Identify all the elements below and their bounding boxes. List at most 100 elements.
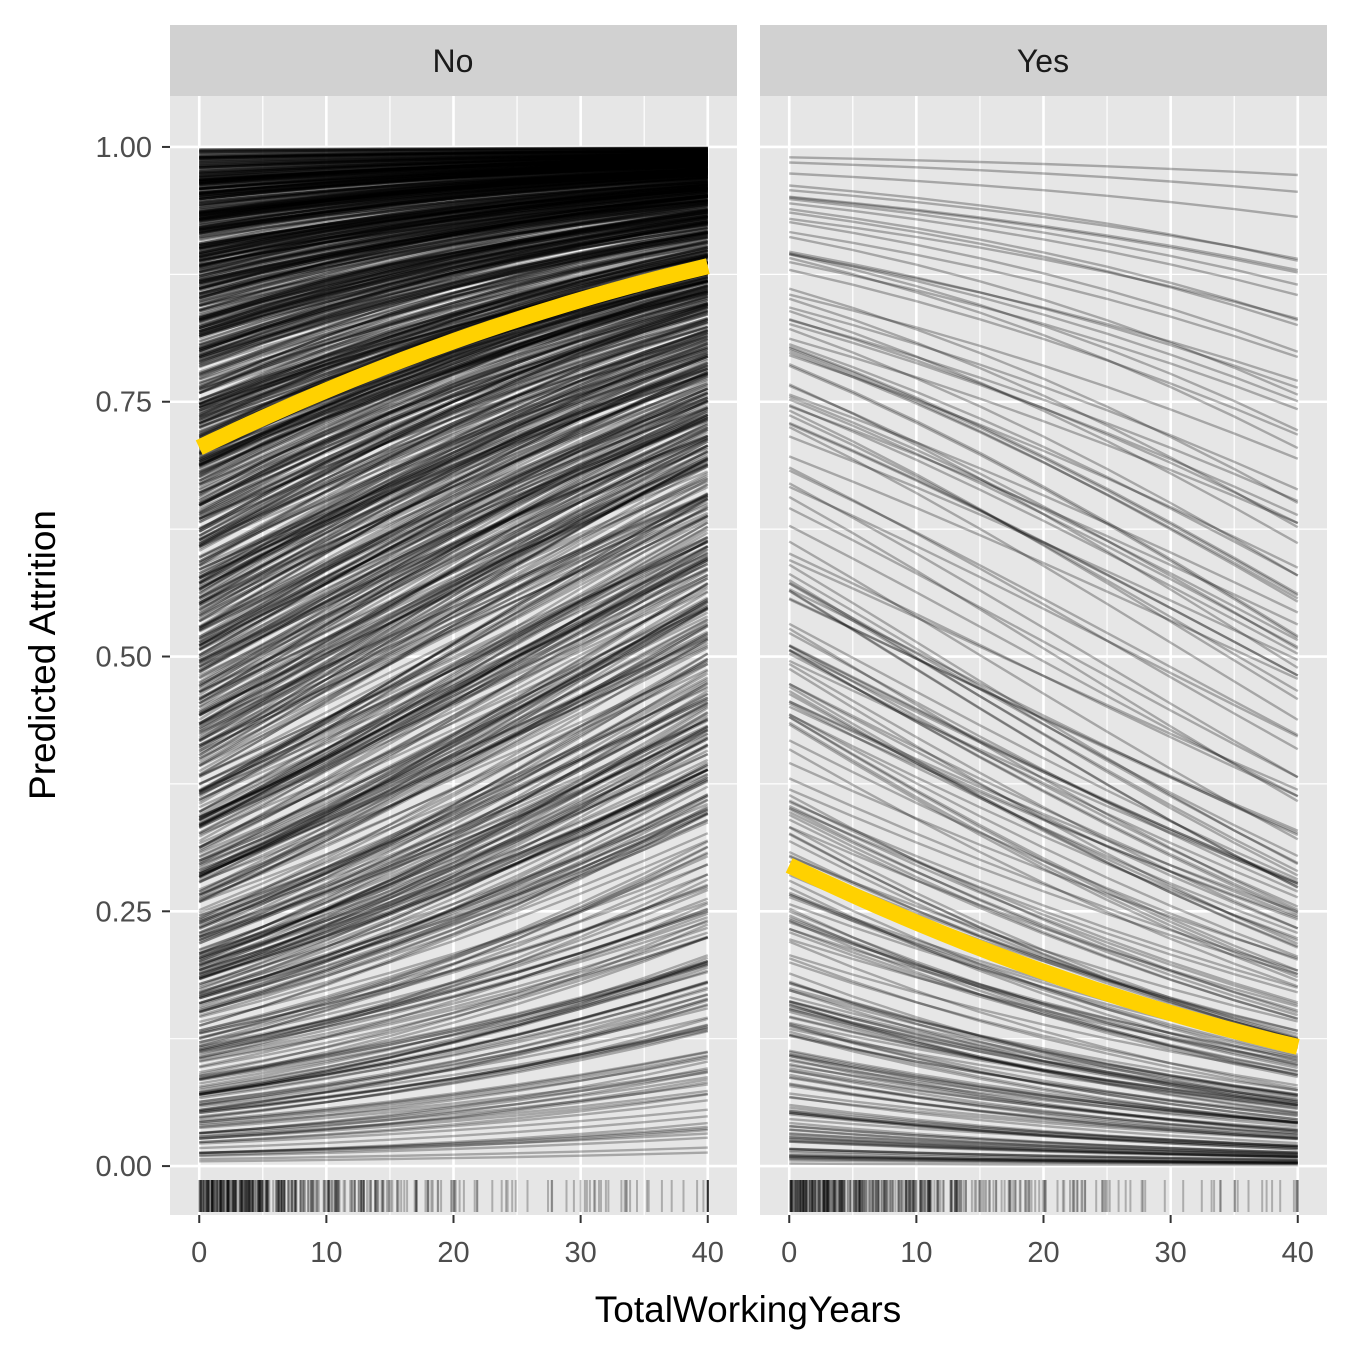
ice-curve: [199, 158, 708, 182]
ice-curve: [198, 793, 709, 1005]
ice-curve: [199, 166, 708, 214]
ice-curve: [198, 926, 709, 1060]
ice-curve: [199, 163, 708, 197]
ice-curve: [199, 1108, 708, 1145]
ice-curve: [198, 935, 709, 1069]
ice-curve: [788, 981, 1298, 1097]
ice-curve: [199, 969, 709, 1090]
ice-curve: [199, 174, 708, 221]
ice-curve: [198, 555, 709, 822]
ice-curve: [198, 209, 708, 323]
ice-curve: [199, 154, 708, 174]
ice-curve: [198, 863, 709, 1024]
ice-curve: [199, 998, 709, 1103]
ice-curve: [788, 351, 1299, 600]
ice-curve: [198, 209, 708, 330]
ice-curve: [788, 414, 1299, 693]
ice-curve: [198, 250, 709, 412]
ice-curve: [198, 229, 709, 359]
ice-curve: [198, 206, 708, 303]
ice-curve: [198, 196, 708, 292]
ice-curve: [198, 411, 709, 644]
ice-curve: [788, 1030, 1298, 1124]
ice-curve: [198, 307, 709, 507]
ice-curve: [788, 980, 1298, 1106]
ice-curve: [198, 221, 708, 336]
ice-curve: [198, 726, 709, 961]
ice-curve: [788, 667, 1299, 945]
ice-curve: [198, 253, 709, 385]
ice-curve: [198, 236, 709, 404]
ice-curve: [198, 231, 708, 350]
ice-curve: [199, 148, 708, 155]
ice-curve: [198, 437, 709, 668]
ice-curve: [198, 363, 709, 622]
ice-curve: [198, 355, 709, 580]
ice-curve: [198, 419, 709, 659]
ice-curve: [788, 346, 1299, 597]
ice-curve: [198, 184, 708, 249]
ice-curve: [198, 956, 709, 1096]
ice-curve: [788, 918, 1299, 1067]
ice-curve: [198, 233, 709, 395]
ice-curve: [199, 1076, 708, 1134]
ice-curve: [198, 598, 709, 859]
ice-curve: [198, 375, 709, 631]
ice-curve: [198, 345, 709, 586]
ice-curve: [789, 220, 1299, 353]
ice-curve: [198, 536, 709, 793]
ice-curve: [198, 464, 709, 725]
ice-curve: [199, 176, 708, 226]
ice-curve: [788, 597, 1299, 835]
facet-strip-no: [170, 25, 737, 96]
ice-curve: [198, 322, 709, 552]
ice-curve: [788, 721, 1299, 979]
ice-curve: [199, 167, 708, 219]
ice-curve: [199, 160, 708, 186]
ice-curve: [199, 165, 708, 199]
ice-curve: [199, 153, 708, 173]
ice-curve: [198, 462, 709, 717]
ice-curve: [198, 474, 709, 765]
ice-curve: [198, 391, 709, 647]
ice-curve: [198, 246, 709, 421]
ice-curve: [198, 198, 708, 282]
ice-curve: [198, 437, 709, 717]
ice-curve: [198, 603, 709, 836]
ice-curve: [788, 794, 1299, 1014]
ice-curve: [198, 222, 708, 349]
ice-curve: [198, 186, 708, 271]
ice-curve: [788, 364, 1299, 639]
ice-curve: [199, 169, 708, 219]
ice-curve: [198, 335, 709, 577]
ice-curve: [198, 350, 709, 558]
ice-curve: [198, 743, 709, 991]
ice-curve: [789, 1111, 1298, 1151]
ice-curve: [198, 199, 708, 285]
ice-curve: [198, 342, 709, 564]
ice-curve: [198, 778, 709, 981]
ice-curve: [198, 300, 709, 502]
ice-curve: [198, 240, 709, 412]
ice-curve: [788, 318, 1299, 525]
x-tick-label: 30: [564, 1237, 596, 1269]
ice-curve: [199, 167, 708, 212]
ice-curve: [199, 1027, 709, 1108]
ice-curve: [198, 758, 709, 972]
ice-curve: [198, 216, 708, 338]
ice-curve: [788, 713, 1299, 958]
ice-curve: [789, 1106, 1298, 1148]
ice-curve: [198, 179, 708, 249]
ice-curve: [199, 157, 708, 182]
ice-curve: [199, 151, 708, 168]
ice-curve: [198, 200, 708, 290]
ice-curve: [199, 162, 708, 191]
ice-curve: [198, 363, 709, 590]
ice-curve: [198, 195, 708, 295]
ice-curve: [198, 231, 709, 368]
ice-curve: [198, 210, 708, 328]
ice-curve: [198, 210, 708, 318]
ice-curve: [198, 194, 708, 266]
ice-curve: [199, 163, 708, 201]
ice-curve: [789, 1128, 1298, 1156]
